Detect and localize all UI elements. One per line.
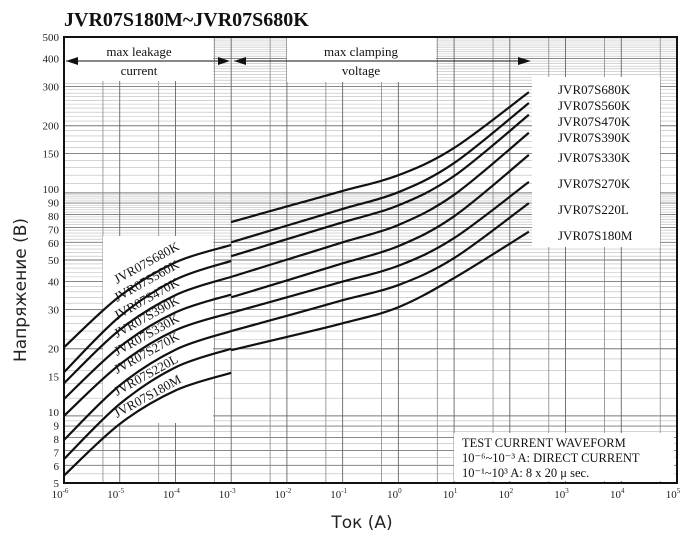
leakage-curve-jvr07s330k: [63, 311, 232, 417]
y-tick-label: 40: [48, 277, 60, 289]
clamping-curve-jvr07s270k: [230, 181, 530, 314]
x-tick-label: 103: [554, 487, 569, 501]
legend-label: JVR07S180M: [558, 228, 633, 243]
y-tick-label: 30: [48, 304, 60, 316]
y-tick-label: 300: [43, 81, 60, 93]
clamping-curve-jvr07s680k: [230, 91, 530, 224]
y-tick-label: 80: [48, 211, 60, 223]
y-tick-label: 60: [48, 238, 60, 250]
leakage-curve-jvr07s560k: [63, 259, 232, 373]
x-tick-label: 10-6: [52, 487, 69, 501]
legend-label: JVR07S680K: [558, 82, 631, 97]
legend-label: JVR07S270K: [558, 176, 631, 191]
y-tick-label: 10: [48, 407, 60, 419]
axes: 5678910152030405060708090100150200300400…: [43, 32, 681, 501]
y-tick-label: 70: [48, 225, 60, 237]
x-tick-label: 10-5: [107, 487, 124, 501]
y-tick-label: 100: [43, 184, 60, 196]
legend-label: JVR07S390K: [558, 130, 631, 145]
legend-label: JVR07S220L: [558, 202, 629, 217]
legend-box: [532, 77, 660, 247]
test-waveform-box: [454, 433, 674, 481]
y-tick-label: 20: [48, 344, 60, 356]
leakage-curve-jvr07s180m: [63, 371, 232, 477]
note-line3: 10⁻¹~10³ A: 8 x 20 μ sec.: [462, 466, 589, 480]
plot-frame: [63, 36, 678, 484]
y-tick-label: 7: [54, 448, 60, 460]
y-tick-label: 8: [54, 434, 60, 446]
y-tick-label: 200: [43, 121, 60, 133]
note-line2: 10⁻⁶~10⁻³ A: DIRECT CURRENT: [462, 451, 640, 465]
legend-label: JVR07S560K: [558, 98, 631, 113]
leakage-label-line1: max leakage: [106, 44, 172, 59]
leakage-curve-jvr07s220l: [63, 347, 232, 460]
clamping-label-line2: voltage: [342, 63, 380, 78]
leakage-curve-jvr07s680k: [63, 243, 232, 349]
leakage-curve-jvr07s390k: [63, 293, 232, 400]
clamping-range-arrow: [234, 57, 531, 65]
y-tick-label: 90: [48, 198, 60, 210]
leakage-label-line2: current: [121, 63, 158, 78]
x-tick-label: 10-4: [163, 487, 180, 501]
clamping-curve-jvr07s390k: [230, 131, 530, 278]
leakage-curve-jvr07s270k: [63, 330, 232, 441]
x-tick-label: 10-2: [274, 487, 291, 501]
x-tick-label: 102: [499, 487, 514, 501]
x-tick-label: 101: [443, 487, 458, 501]
x-tick-label: 10-3: [219, 487, 236, 501]
clamping-curve-jvr07s330k: [230, 154, 530, 299]
legend-label: JVR07S330K: [558, 150, 631, 165]
clamping-curve-jvr07s560k: [230, 102, 530, 244]
chart-title: JVR07S180M~JVR07S680K: [64, 9, 309, 31]
clamping-label-box: [287, 38, 436, 82]
x-tick-label: 10-1: [330, 487, 347, 501]
clamping-label-line1: max clamping: [324, 44, 399, 59]
leakage-label-box: [65, 38, 213, 81]
x-axis-label: Ток (А): [330, 513, 392, 533]
clamping-curve-jvr07s220l: [230, 202, 530, 333]
y-tick-label: 50: [48, 255, 60, 267]
leakage-range-arrow: [66, 57, 230, 65]
legend: JVR07S680KJVR07S560KJVR07S470KJVR07S390K…: [558, 82, 633, 243]
clamping-curve-jvr07s180m: [230, 230, 530, 352]
y-tick-label: 400: [43, 54, 60, 66]
note-line1: TEST CURRENT WAVEFORM: [462, 436, 626, 450]
x-tick-label: 105: [666, 487, 681, 501]
y-tick-label: 5: [54, 478, 60, 490]
y-tick-label: 150: [43, 149, 60, 161]
y-axis-label: Напряжение (В): [11, 218, 31, 362]
legend-label: JVR07S470K: [558, 114, 631, 129]
curves: [63, 91, 530, 477]
clamping-curve-jvr07s470k: [230, 113, 530, 258]
y-tick-label: 9: [54, 421, 60, 433]
y-tick-label: 500: [43, 32, 60, 44]
x-tick-label: 104: [610, 487, 625, 501]
y-tick-label: 15: [48, 372, 60, 384]
x-tick-label: 100: [387, 487, 402, 501]
y-tick-label: 6: [54, 461, 60, 473]
leakage-curve-jvr07s470k: [63, 275, 232, 385]
